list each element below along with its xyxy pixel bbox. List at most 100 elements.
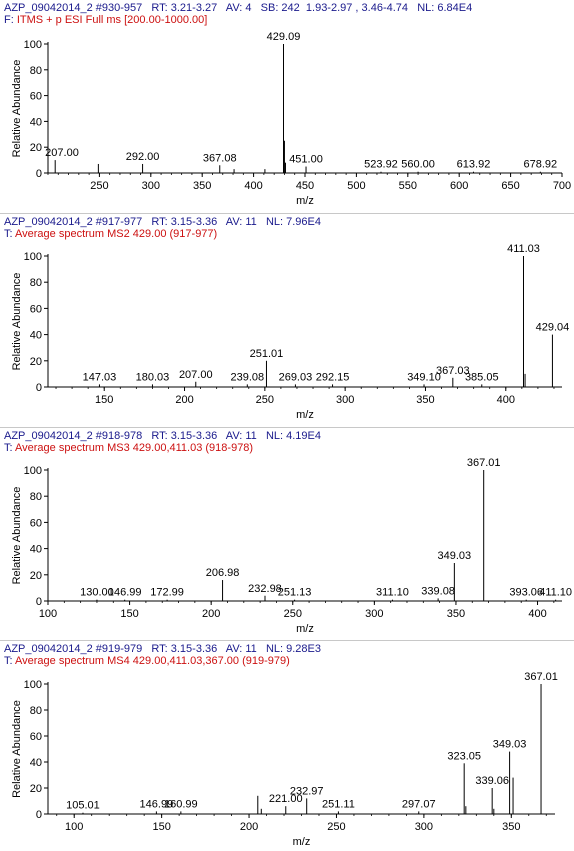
peak-label: 678.92 bbox=[524, 159, 558, 171]
y-axis-title: Relative Abundance bbox=[11, 700, 23, 798]
x-tick-label: 250 bbox=[256, 394, 274, 406]
peak-label: 146.99 bbox=[140, 798, 174, 810]
peak-label: 429.04 bbox=[536, 322, 570, 334]
x-tick-label: 400 bbox=[244, 180, 262, 192]
x-tick-label: 700 bbox=[553, 180, 571, 192]
peak-label: 367.01 bbox=[524, 671, 558, 683]
peak-label: 251.13 bbox=[278, 587, 312, 599]
spectrum-header-1: AZP_09042014_2 #930-957 RT: 3.21-3.27 AV… bbox=[4, 2, 473, 14]
peak-label: 393.06 bbox=[509, 587, 543, 599]
spectrum-filter-line-2: T: Average spectrum MS2 429.00 (917-977) bbox=[4, 228, 217, 240]
x-tick-label: 600 bbox=[450, 180, 468, 192]
spectrum-panel-1: AZP_09042014_2 #930-957 RT: 3.21-3.27 AV… bbox=[0, 0, 574, 214]
peak-label: 411.10 bbox=[539, 587, 572, 599]
x-tick-label: 250 bbox=[327, 821, 345, 833]
peak-label: 429.09 bbox=[267, 31, 301, 43]
peak-label: 172.99 bbox=[150, 587, 184, 599]
peak-label: 323.05 bbox=[447, 750, 481, 762]
x-tick-label: 200 bbox=[175, 394, 193, 406]
y-tick-label: 60 bbox=[30, 303, 42, 315]
y-tick-label: 60 bbox=[30, 517, 42, 529]
peak-label: 385.05 bbox=[465, 371, 499, 383]
spectrum-chart-2: 0 20 40 60 80 100 150 200 250 300 350 400 m/z Relativ… bbox=[11, 243, 570, 421]
y-tick-label: 20 bbox=[30, 142, 42, 154]
filter-text: Average spectrum MS4 429.00,411.03,367.0… bbox=[15, 655, 290, 667]
spectrum-filter-line-3: T: Average spectrum MS3 429.00,411.03 (9… bbox=[4, 442, 253, 454]
spectrum-filter-line-1: F: ITMS + p ESI Full ms [200.00-1000.00] bbox=[4, 14, 207, 26]
x-tick-label: 150 bbox=[120, 608, 138, 620]
spectrum-header-2: AZP_09042014_2 #917-977 RT: 3.15-3.36 AV… bbox=[4, 216, 321, 228]
peak-label: 180.03 bbox=[136, 371, 170, 383]
peak-label: 292.15 bbox=[316, 371, 350, 383]
filter-prefix: T: bbox=[4, 655, 16, 667]
peak-label: 232.97 bbox=[290, 785, 324, 797]
y-tick-label: 80 bbox=[30, 491, 42, 503]
panel-divider bbox=[0, 427, 574, 428]
peak-label: 367.03 bbox=[436, 365, 470, 377]
panel-divider bbox=[0, 213, 574, 214]
y-tick-label: 20 bbox=[30, 356, 42, 368]
peak-label: 221.00 bbox=[269, 793, 303, 805]
peak-label: 523.92 bbox=[364, 159, 398, 171]
x-tick-label: 300 bbox=[415, 821, 433, 833]
peak-label: 367.08 bbox=[203, 152, 237, 164]
peak-label: 349.03 bbox=[438, 550, 472, 562]
peak-label: 130.00 bbox=[80, 587, 114, 599]
y-tick-label: 20 bbox=[30, 570, 42, 582]
peak-label: 207.00 bbox=[45, 147, 79, 159]
spectrum-header-3: AZP_09042014_2 #918-978 RT: 3.15-3.36 AV… bbox=[4, 430, 321, 442]
spectrum-panel-4: AZP_09042014_2 #919-979 RT: 3.15-3.36 AV… bbox=[0, 641, 574, 851]
y-tick-label: 0 bbox=[36, 596, 42, 608]
peak-label: 105.01 bbox=[66, 800, 100, 812]
x-tick-label: 300 bbox=[142, 180, 160, 192]
peak-label: 146.99 bbox=[108, 587, 142, 599]
y-tick-label: 100 bbox=[24, 251, 42, 263]
x-tick-label: 250 bbox=[284, 608, 302, 620]
y-tick-label: 40 bbox=[30, 116, 42, 128]
x-tick-label: 300 bbox=[336, 394, 354, 406]
filter-prefix: F: bbox=[4, 14, 17, 26]
y-axis-title: Relative Abundance bbox=[11, 273, 23, 371]
spectrum-chart-1: 0 20 40 60 80 100 250 300 350 400 450 500 550 600 650 7… bbox=[11, 31, 571, 207]
spectrum-filter-line-4: T: Average spectrum MS4 429.00,411.03,36… bbox=[4, 655, 290, 667]
x-tick-label: 200 bbox=[240, 821, 258, 833]
y-tick-label: 40 bbox=[30, 330, 42, 342]
y-tick-label: 100 bbox=[24, 39, 42, 51]
peak-label: 311.10 bbox=[376, 587, 409, 599]
x-tick-label: 550 bbox=[399, 180, 417, 192]
peak-label: 349.03 bbox=[493, 739, 527, 751]
filter-text: ITMS + p ESI Full ms [200.00-1000.00] bbox=[16, 14, 208, 26]
filter-text: Average spectrum MS2 429.00 (917-977) bbox=[15, 228, 218, 240]
peak-label: 613.92 bbox=[457, 159, 491, 171]
y-tick-label: 80 bbox=[30, 65, 42, 77]
peak-label: 339.08 bbox=[421, 585, 455, 597]
filter-prefix: T: bbox=[4, 228, 16, 240]
x-tick-label: 150 bbox=[95, 394, 113, 406]
x-tick-label: 350 bbox=[193, 180, 211, 192]
x-tick-label: 650 bbox=[501, 180, 519, 192]
peak-label: 292.00 bbox=[126, 151, 160, 163]
y-tick-label: 60 bbox=[30, 91, 42, 103]
y-tick-label: 60 bbox=[30, 731, 42, 743]
peak-label: 349.10 bbox=[407, 371, 441, 383]
y-tick-label: 20 bbox=[30, 783, 42, 795]
spectrum-header-4: AZP_09042014_2 #919-979 RT: 3.15-3.36 AV… bbox=[4, 643, 321, 655]
peak-label: 251.01 bbox=[250, 348, 284, 360]
peak-label: 207.00 bbox=[179, 369, 213, 381]
peak-label: 232.98 bbox=[248, 583, 282, 595]
peak-label: 297.07 bbox=[402, 798, 436, 810]
peak-label: 147.03 bbox=[83, 371, 117, 383]
peak-label: 339.06 bbox=[475, 775, 509, 787]
spectrum-chart-4: 0 20 40 60 80 100 100 150 200 250 300 350 m/z Relativ… bbox=[11, 671, 558, 848]
panel-divider bbox=[0, 640, 574, 641]
x-tick-label: 500 bbox=[347, 180, 365, 192]
peak-label: 411.03 bbox=[507, 243, 540, 255]
peak-label: 451.00 bbox=[289, 154, 323, 166]
y-tick-label: 40 bbox=[30, 544, 42, 556]
peak-label: 251.11 bbox=[322, 798, 355, 810]
x-tick-label: 100 bbox=[65, 821, 83, 833]
x-axis-title: m/z bbox=[293, 836, 311, 848]
spectrum-panel-3: AZP_09042014_2 #918-978 RT: 3.15-3.36 AV… bbox=[0, 428, 574, 640]
spectrum-panel-2: AZP_09042014_2 #917-977 RT: 3.15-3.36 AV… bbox=[0, 214, 574, 427]
y-axis-title: Relative Abundance bbox=[11, 487, 23, 585]
